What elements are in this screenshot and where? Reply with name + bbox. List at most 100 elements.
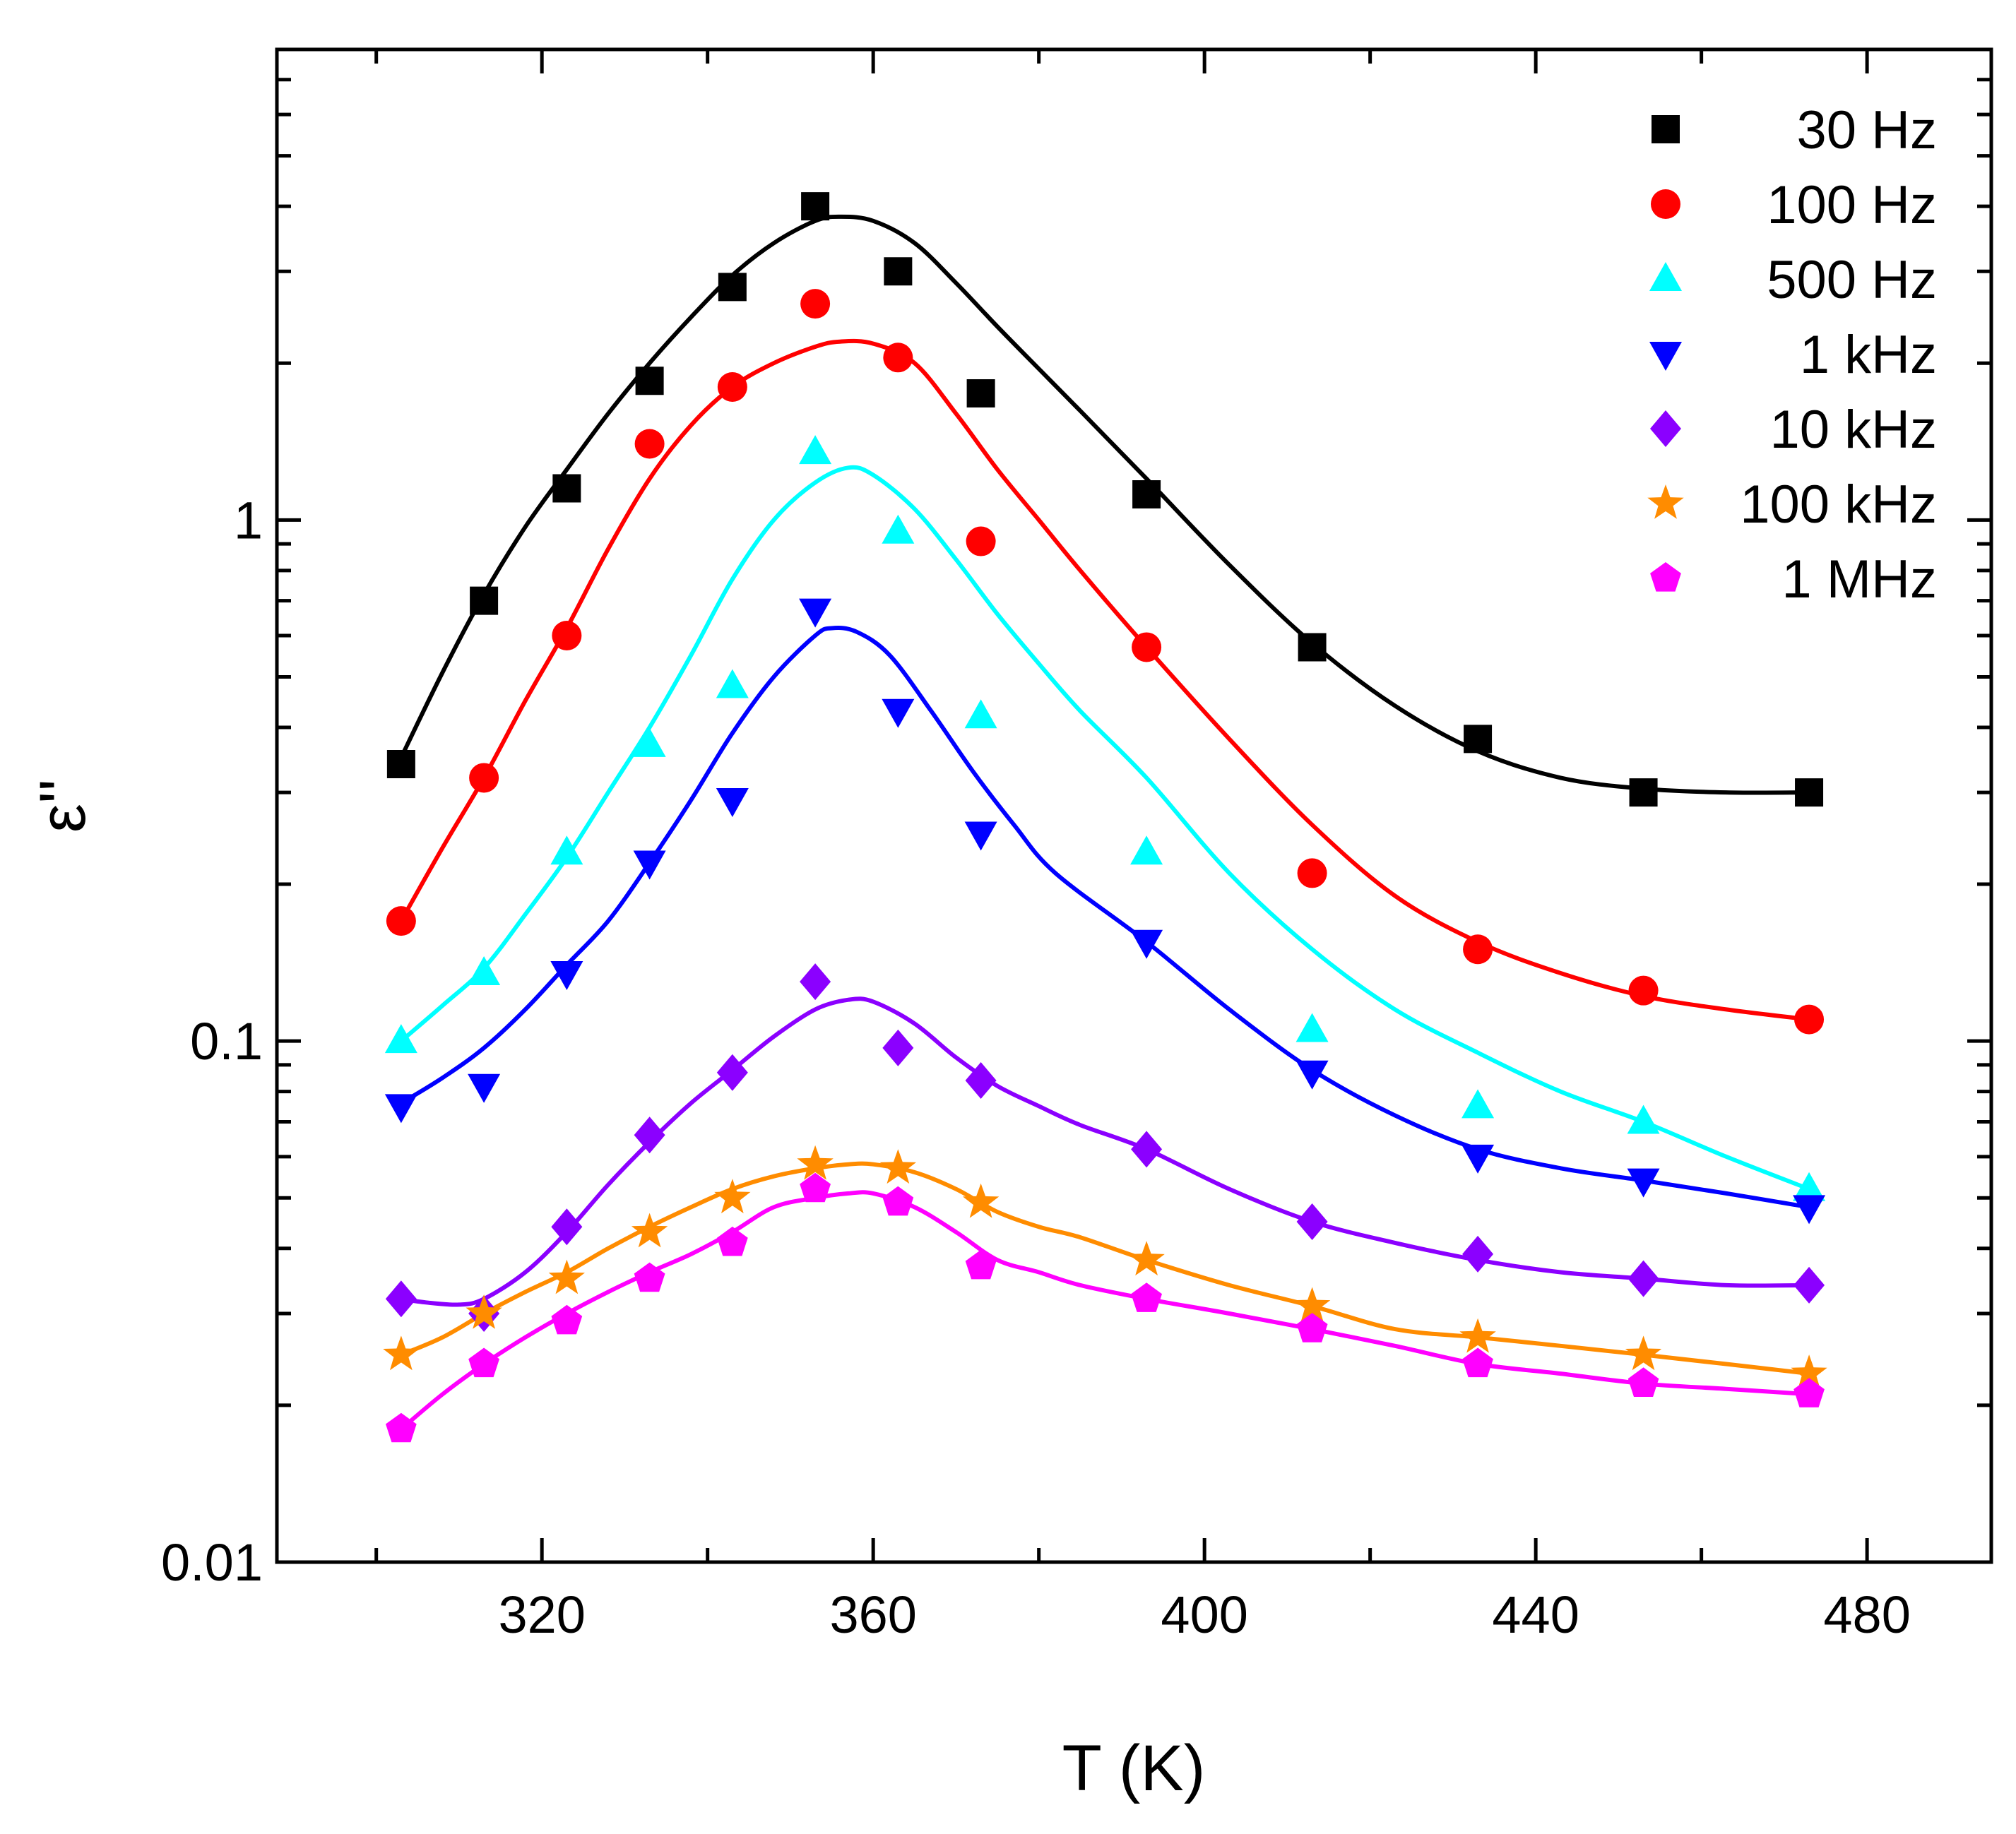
data-point-100-khz: [466, 1294, 502, 1329]
data-point-1-mhz: [1131, 1282, 1162, 1312]
minor-ticks: [277, 47, 1991, 1562]
legend-marker-100-hz: [1651, 189, 1680, 219]
legend: 30 Hz 100 Hz 500 Hz 1 kHz 10 kHz 100 kHz 1 MHz: [1647, 100, 1937, 609]
data-point-10-khz: [1296, 1203, 1328, 1241]
data-point-100-hz: [883, 343, 913, 373]
data-point-100-khz: [1791, 1354, 1827, 1389]
data-point-10-khz: [716, 1054, 748, 1091]
data-point-30-hz: [1132, 480, 1161, 509]
data-point-30-hz: [1795, 778, 1824, 807]
data-point-500-hz: [1130, 835, 1163, 865]
data-point-100-khz: [714, 1179, 751, 1214]
data-point-30-hz: [966, 379, 995, 408]
legend-label-500-hz: 500 Hz: [1767, 250, 1937, 310]
legend-label-100-hz: 100 Hz: [1767, 175, 1937, 235]
data-point-500-hz: [882, 514, 915, 544]
x-tick-label: 320: [498, 1585, 585, 1644]
data-point-1-mhz: [468, 1347, 499, 1378]
data-point-100-khz: [962, 1183, 1000, 1218]
y-tick-labels: 0.01 0.1 1: [161, 491, 263, 1592]
data-point-100-khz: [1625, 1335, 1662, 1371]
data-point-100-khz: [1459, 1318, 1496, 1353]
data-point-10-khz: [1627, 1260, 1659, 1297]
major-ticks: [277, 49, 1991, 1564]
legend-marker-1-khz: [1649, 342, 1682, 371]
data-point-10-khz: [1131, 1131, 1163, 1168]
data-point-1-khz: [633, 850, 666, 880]
data-point-500-hz: [1793, 1172, 1826, 1201]
data-point-1-khz: [550, 961, 583, 991]
data-point-30-hz: [1298, 633, 1327, 662]
data-point-500-hz: [716, 669, 749, 698]
fit-curve-1-khz: [400, 626, 1810, 1210]
data-point-100-hz: [800, 289, 831, 319]
data-point-1-khz: [799, 598, 832, 628]
x-tick-label: 360: [829, 1585, 916, 1644]
data-point-1-mhz: [800, 1172, 831, 1203]
data-point-100-hz: [717, 371, 747, 402]
data-point-30-hz: [635, 367, 664, 395]
data-point-1-khz: [1461, 1144, 1495, 1174]
data-point-500-hz: [468, 956, 501, 986]
data-point-10-khz: [634, 1117, 665, 1154]
data-point-100-hz: [386, 906, 416, 936]
legend-marker-500-hz: [1649, 262, 1682, 291]
data-point-1-khz: [1793, 1195, 1826, 1225]
data-point-500-hz: [550, 835, 583, 865]
data-point-100-hz: [1463, 934, 1493, 965]
data-point-500-hz: [799, 435, 832, 465]
data-point-500-hz: [633, 727, 666, 757]
data-point-100-khz: [1128, 1241, 1165, 1276]
x-tick-label: 440: [1492, 1585, 1579, 1644]
data-point-10-khz: [965, 1062, 997, 1100]
data-point-100-khz: [797, 1145, 834, 1180]
legend-label-100-khz: 100 kHz: [1740, 475, 1937, 535]
data-markers: [383, 192, 1827, 1443]
legend-label-1-khz: 1 kHz: [1800, 325, 1937, 385]
legend-marker-30-hz: [1652, 115, 1680, 143]
fit-curve-500-hz: [399, 465, 1810, 1191]
legend-marker-100-khz: [1647, 484, 1684, 519]
plot-frame: [275, 47, 1993, 1564]
x-axis-title: T (K): [1062, 1732, 1206, 1804]
data-point-500-hz: [1627, 1104, 1660, 1134]
data-point-100-khz: [879, 1149, 916, 1184]
data-point-1-khz: [1627, 1168, 1660, 1198]
data-point-10-khz: [1793, 1266, 1825, 1304]
data-point-100-hz: [1297, 858, 1327, 888]
data-point-100-khz: [1293, 1287, 1331, 1322]
data-point-10-khz: [882, 1029, 914, 1066]
data-point-100-khz: [631, 1213, 668, 1248]
data-point-100-khz: [548, 1259, 585, 1294]
legend-label-10-khz: 10 kHz: [1769, 400, 1937, 460]
data-point-500-hz: [964, 699, 997, 729]
data-point-30-hz: [386, 750, 415, 779]
data-point-1-mhz: [634, 1262, 665, 1292]
data-point-1-khz: [468, 1073, 501, 1103]
data-point-100-hz: [966, 526, 996, 556]
fit-curves: [399, 214, 1810, 1431]
legend-marker-1-mhz: [1650, 562, 1681, 592]
data-point-30-hz: [552, 474, 581, 503]
y-axis-title: ε'': [27, 779, 99, 833]
fit-curve-30-hz: [399, 214, 1810, 795]
x-tick-labels: 320 360 400 440 480: [498, 1585, 1910, 1644]
data-point-1-mhz: [551, 1304, 583, 1335]
data-point-1-mhz: [386, 1412, 417, 1443]
data-point-1-mhz: [882, 1186, 914, 1216]
x-tick-label: 400: [1161, 1585, 1247, 1644]
data-point-1-mhz: [1627, 1367, 1659, 1397]
data-point-100-hz: [634, 429, 665, 459]
data-point-10-khz: [385, 1280, 417, 1318]
fit-curve-1-mhz: [399, 1190, 1810, 1431]
y-tick-label: 1: [234, 491, 263, 549]
data-point-1-khz: [1130, 929, 1163, 959]
data-point-100-hz: [469, 763, 499, 793]
data-point-1-mhz: [717, 1226, 748, 1256]
data-point-10-khz: [551, 1208, 583, 1246]
data-point-1-mhz: [1296, 1313, 1328, 1342]
data-point-30-hz: [718, 273, 747, 302]
data-point-1-khz: [716, 787, 749, 817]
